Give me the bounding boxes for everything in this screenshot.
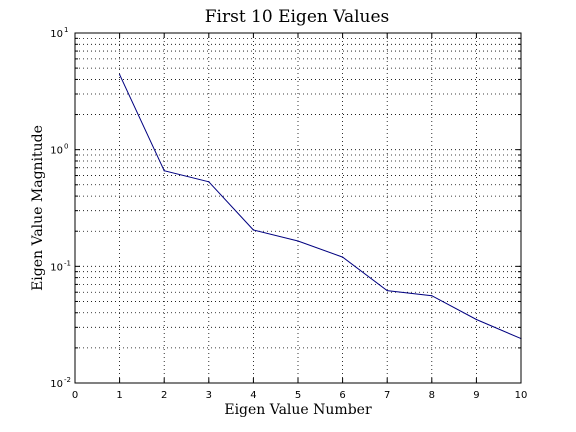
ticks — [74, 33, 522, 384]
x-tick-label: 9 — [473, 390, 479, 401]
x-axis-label: Eigen Value Number — [224, 402, 372, 418]
y-tick-exponent: 0 — [64, 143, 68, 151]
data-point — [163, 170, 165, 172]
x-tick-label: 6 — [339, 390, 345, 401]
data-point — [431, 295, 433, 297]
grid — [75, 33, 521, 383]
data-point — [252, 229, 254, 231]
data-point — [297, 240, 299, 242]
x-tick-label: 1 — [116, 390, 122, 401]
series-line — [119, 74, 522, 340]
data-point — [475, 318, 477, 321]
series-layer — [119, 73, 522, 340]
x-tick-label: 3 — [206, 390, 212, 401]
x-tick-label: 0 — [72, 390, 78, 401]
data-point — [208, 181, 210, 183]
x-tick-label: 4 — [250, 390, 256, 401]
y-tick-label: 10 — [50, 146, 63, 157]
data-point — [386, 289, 388, 292]
y-tick-exponent: -2 — [64, 376, 71, 384]
y-tick-exponent: -1 — [64, 259, 71, 267]
y-axis-label: Eigen Value Magnitude — [30, 125, 46, 291]
chart-title: First 10 Eigen Values — [205, 7, 390, 27]
data-point — [119, 73, 121, 76]
y-tick-exponent: 1 — [64, 26, 68, 34]
y-tick-label: 10 — [50, 262, 63, 273]
y-tick-label: 10 — [50, 379, 63, 390]
x-tick-label: 2 — [161, 390, 167, 401]
x-tick-label: 5 — [295, 390, 301, 401]
x-tick-label: 7 — [384, 390, 390, 401]
data-point — [342, 256, 344, 258]
x-tick-label: 10 — [515, 390, 528, 401]
x-tick-labels: 0 1 2 3 4 5 6 7 8 9 10 — [72, 390, 528, 401]
y-tick-label: 10 — [50, 29, 63, 40]
x-tick-label: 8 — [429, 390, 435, 401]
